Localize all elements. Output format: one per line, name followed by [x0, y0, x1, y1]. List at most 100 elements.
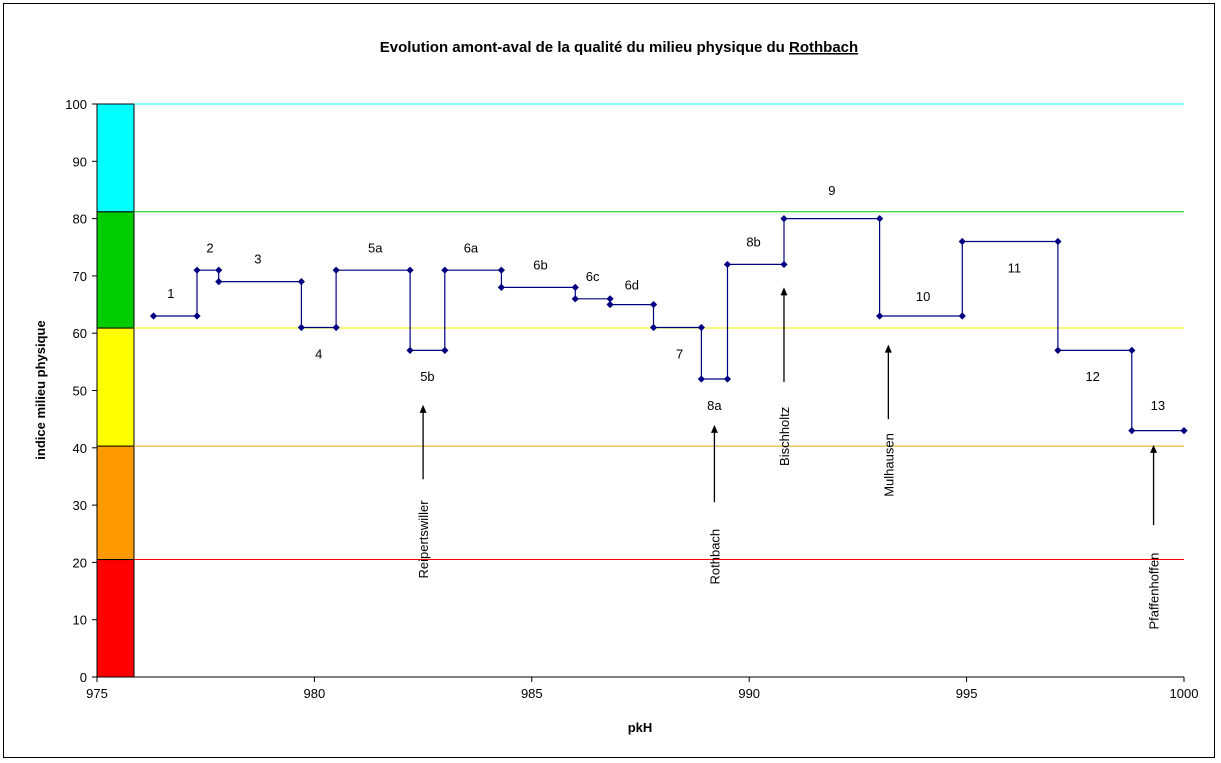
x-tick-label-3: 990 [738, 686, 760, 701]
y-tick-label-10: 100 [65, 97, 87, 112]
chart-title-river: Rothbach [789, 39, 858, 56]
segment-label-12: 12 [1085, 369, 1099, 384]
data-point-29 [958, 312, 966, 320]
segment-label-5b: 5b [420, 369, 434, 384]
segment-label-3: 3 [254, 252, 261, 267]
data-point-13 [497, 266, 505, 274]
segment-label-5a: 5a [368, 240, 383, 255]
quality-band-3 [96, 211, 135, 329]
x-tick-label-4: 995 [956, 686, 978, 701]
segment-label-8a: 8a [707, 398, 722, 413]
data-point-33 [1128, 346, 1136, 354]
data-point-8 [332, 266, 340, 274]
data-point-9 [406, 266, 414, 274]
data-point-31 [1054, 237, 1062, 246]
data-point-26 [780, 215, 788, 223]
data-point-1 [193, 312, 201, 320]
data-point-27 [876, 215, 884, 223]
quality-band-4 [96, 103, 135, 213]
x-tick-label-1: 980 [304, 686, 326, 701]
segment-label-6a: 6a [464, 240, 479, 255]
data-point-21 [697, 323, 705, 332]
town-arrow-head-3 [884, 344, 892, 353]
y-tick-label-1: 10 [73, 613, 87, 628]
town-arrow-head-2 [780, 287, 788, 296]
segment-label-11: 11 [1008, 260, 1022, 275]
data-point-11 [441, 346, 449, 354]
segment-label-7: 7 [676, 346, 683, 361]
y-tick-label-2: 20 [73, 555, 87, 570]
x-tick-labels: 975 980 985 990 995 1000 [86, 686, 1198, 701]
x-axis-label: pkH [628, 720, 653, 735]
x-tick-label-0: 975 [86, 686, 108, 701]
data-point-24 [723, 260, 732, 269]
data-point-15 [571, 283, 579, 291]
quality-band-0 [96, 559, 135, 678]
y-tick-label-4: 40 [73, 441, 87, 456]
y-tick-label-9: 90 [73, 154, 87, 169]
segment-label-2: 2 [206, 240, 213, 255]
data-point-25 [780, 260, 788, 269]
data-point-7 [332, 323, 340, 332]
segment-label-6d: 6d [625, 277, 639, 292]
data-point-19 [649, 300, 658, 309]
segment-label-6b: 6b [533, 257, 547, 272]
segment-label-13: 13 [1151, 398, 1165, 413]
data-point-30 [958, 237, 966, 246]
data-point-4 [215, 278, 223, 286]
series-line [153, 218, 1184, 432]
town-arrow-head-4 [1150, 444, 1158, 453]
data-point-23 [723, 375, 732, 383]
y-tick-label-3: 30 [73, 498, 87, 513]
y-tick-label-6: 60 [73, 326, 87, 341]
segment-label-10: 10 [916, 289, 930, 304]
quality-band-2 [96, 327, 135, 447]
y-axis-label: indice milieu physique [33, 320, 48, 459]
town-label-2: Bischholtz [777, 407, 792, 466]
segment-label-8b: 8b [746, 235, 760, 250]
data-point-20 [649, 323, 658, 332]
town-arrow-head-0 [419, 404, 427, 413]
data-point-5 [297, 278, 305, 286]
segment-label-6c: 6c [586, 269, 600, 284]
series-indice [153, 218, 1184, 432]
segment-label-1: 1 [167, 286, 174, 301]
x-tick-label-5: 1000 [1170, 686, 1199, 701]
segment-label-4: 4 [315, 346, 322, 361]
data-point-14 [497, 283, 505, 291]
data-point-2 [193, 266, 201, 274]
data-point-28 [876, 312, 884, 320]
data-point-3 [215, 266, 223, 274]
data-point-22 [697, 375, 705, 383]
data-point-12 [441, 266, 449, 274]
y-tick-label-8: 80 [73, 212, 87, 227]
x-tick-label-2: 985 [521, 686, 543, 701]
threshold-lines [134, 103, 1184, 561]
town-arrow-head-1 [710, 424, 718, 433]
data-point-6 [297, 323, 305, 332]
data-point-32 [1054, 346, 1062, 354]
town-label-0: Reipertswiller [416, 500, 431, 579]
data-point-10 [406, 346, 414, 354]
data-point-18 [606, 300, 614, 309]
segment-label-9: 9 [828, 183, 835, 198]
town-label-4: Pfaffenhoffen [1147, 553, 1162, 630]
data-point-34 [1128, 427, 1136, 435]
data-point-0 [149, 312, 158, 320]
data-markers [149, 215, 1188, 435]
town-label-1: Rothbach [707, 529, 722, 585]
town-label-3: Mulhausen [881, 433, 896, 497]
data-point-16 [571, 295, 579, 303]
data-point-35 [1180, 427, 1188, 435]
axes [92, 103, 1185, 682]
y-tick-labels: 0 10 20 30 40 50 60 70 80 90 100 [65, 97, 87, 685]
chart-title: Evolution amont-aval de la qualité du mi… [380, 39, 858, 56]
quality-color-bar [96, 103, 135, 678]
chart-frame [3, 3, 1215, 758]
y-tick-label-7: 70 [73, 269, 87, 284]
quality-band-1 [96, 445, 135, 561]
data-point-17 [606, 295, 614, 303]
y-tick-label-5: 50 [73, 384, 87, 399]
